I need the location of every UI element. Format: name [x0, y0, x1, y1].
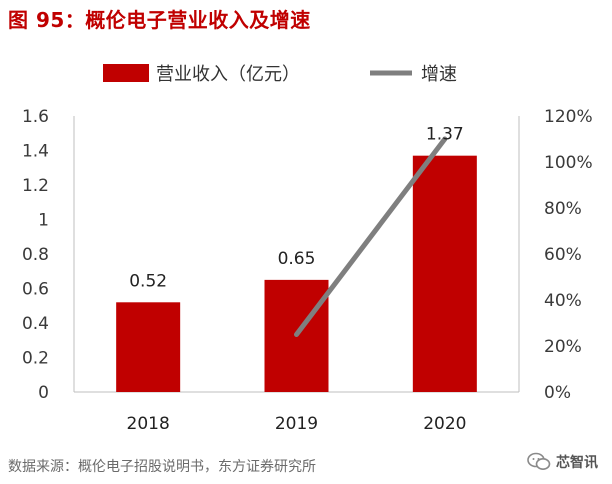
right-tick-label: 20% — [544, 337, 582, 357]
left-tick-label: 0 — [38, 383, 49, 403]
watermark-text: 芯智讯 — [556, 455, 598, 471]
left-tick-label: 1 — [38, 211, 49, 231]
data-labels: 0.52 0.65 1.37 — [129, 125, 464, 292]
left-tick-label: 0.4 — [22, 314, 49, 334]
axes: 0 0.2 0.4 0.6 0.8 1 1.2 1.4 1.6 0% 20% 40% 60% 80% 100… — [22, 107, 593, 434]
source-note: 数据来源：概伦电子招股说明书，东方证券研究所 — [8, 459, 316, 475]
revenue-data-label: 0.52 — [129, 271, 167, 291]
category-label: 2018 — [127, 414, 170, 434]
left-tick-label: 1.6 — [22, 107, 49, 127]
figure-title: 图 95：概伦电子营业收入及增速 — [8, 8, 311, 32]
revenue-bar — [412, 155, 477, 392]
left-tick-label: 0.8 — [22, 245, 49, 265]
wechat-icon — [527, 452, 551, 470]
category-label: 2020 — [423, 414, 466, 434]
bars — [116, 155, 477, 392]
left-tick-label: 1.4 — [22, 142, 49, 162]
revenue-growth-chart: 营业收入（亿元） 增速 0 0.2 0.4 0.6 0.8 1 1.2 1.4 1.6 0% 20%… — [22, 64, 593, 434]
right-tick-label: 120% — [544, 107, 593, 127]
growth-line-series — [294, 136, 448, 337]
growth-line — [294, 136, 448, 337]
right-tick-label: 80% — [544, 199, 582, 219]
legend: 营业收入（亿元） 增速 — [103, 64, 457, 85]
left-tick-label: 1.2 — [22, 176, 49, 196]
legend-label-revenue: 营业收入（亿元） — [156, 64, 300, 85]
legend-label-growth: 增速 — [421, 64, 457, 85]
left-tick-label: 0.6 — [22, 280, 49, 300]
right-tick-label: 40% — [544, 291, 582, 311]
right-tick-label: 60% — [544, 245, 582, 265]
category-label: 2019 — [275, 414, 318, 434]
right-tick-label: 0% — [544, 383, 571, 403]
revenue-data-label: 1.37 — [426, 125, 464, 145]
watermark: 芯智讯 — [527, 452, 598, 472]
legend-swatch-revenue — [103, 64, 149, 82]
right-tick-label: 100% — [544, 153, 593, 173]
revenue-data-label: 0.65 — [278, 249, 316, 269]
left-tick-label: 0.2 — [22, 349, 49, 369]
revenue-bar — [116, 302, 181, 392]
